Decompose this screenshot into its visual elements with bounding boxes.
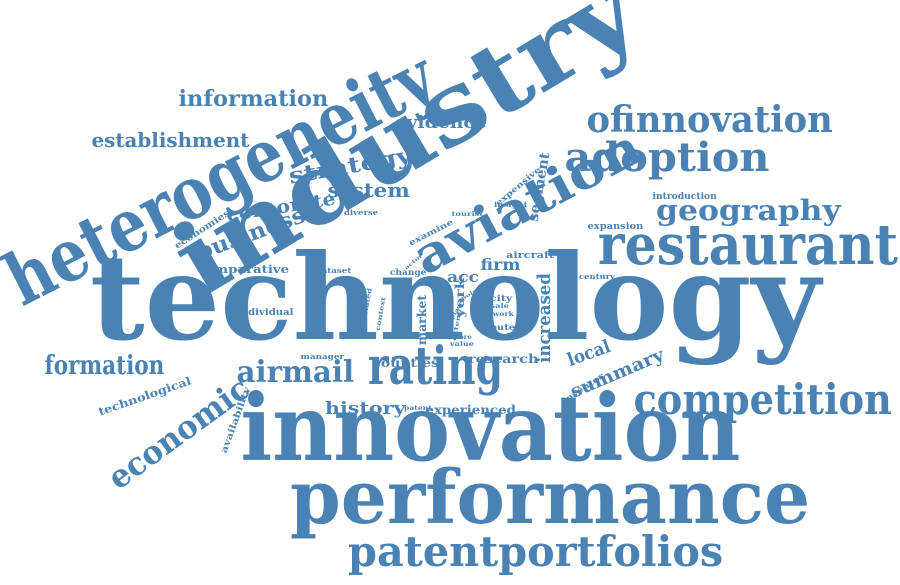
word-century: century xyxy=(579,271,615,281)
word-system: system xyxy=(326,178,410,202)
word-introduction: introduction xyxy=(651,191,717,202)
word-formation: formation xyxy=(43,351,164,381)
word-airmail: airmail xyxy=(236,355,354,390)
word-counties: counties xyxy=(371,356,439,370)
word-acc: acc xyxy=(446,267,480,286)
word-restaurant: restaurant xyxy=(597,212,898,278)
word-city: city xyxy=(489,293,513,303)
word-ofinnovation: ofinnovation xyxy=(586,99,833,141)
word-expansion: expansion xyxy=(587,221,643,232)
word-more: more xyxy=(450,334,472,341)
word-competition: competition xyxy=(632,375,892,424)
word-performance: performance xyxy=(290,455,811,541)
word-individual: individual xyxy=(236,307,294,318)
word-insight: insight xyxy=(494,199,528,209)
word-rating: rating xyxy=(367,336,503,397)
word-patentportfolios: patentportfolios xyxy=(347,527,723,576)
word-route: route xyxy=(484,322,516,332)
word-innovation: innovation xyxy=(239,374,740,482)
word-diverse: diverse xyxy=(343,207,379,217)
word-research: research xyxy=(467,352,539,366)
word-experienced: experienced xyxy=(424,403,516,417)
word-tourist: tourist xyxy=(451,211,483,218)
word-increased: increased xyxy=(533,273,555,363)
word-market: market xyxy=(415,294,430,346)
word-value: value xyxy=(450,341,474,348)
word-information: information xyxy=(178,86,328,112)
word-work: work xyxy=(492,311,514,318)
word-firm: firm xyxy=(480,255,520,274)
word-evidence: evidence xyxy=(393,112,487,133)
word-geography: geography xyxy=(655,194,841,227)
word-sale: sale xyxy=(489,303,509,310)
word-dataset: dataset xyxy=(315,265,351,275)
word-history: history xyxy=(324,398,406,419)
word-patent: patent xyxy=(404,405,432,412)
word-aircraft: aircraft xyxy=(505,250,555,261)
word-manager: manager xyxy=(300,351,344,361)
word-technology: technology xyxy=(89,228,821,367)
word-result: result xyxy=(489,333,513,340)
word-comparative: comparative xyxy=(196,262,290,276)
word-establishment: establishment xyxy=(90,128,249,152)
word-change: change xyxy=(389,267,427,277)
word-adoption: adoption xyxy=(564,134,770,181)
